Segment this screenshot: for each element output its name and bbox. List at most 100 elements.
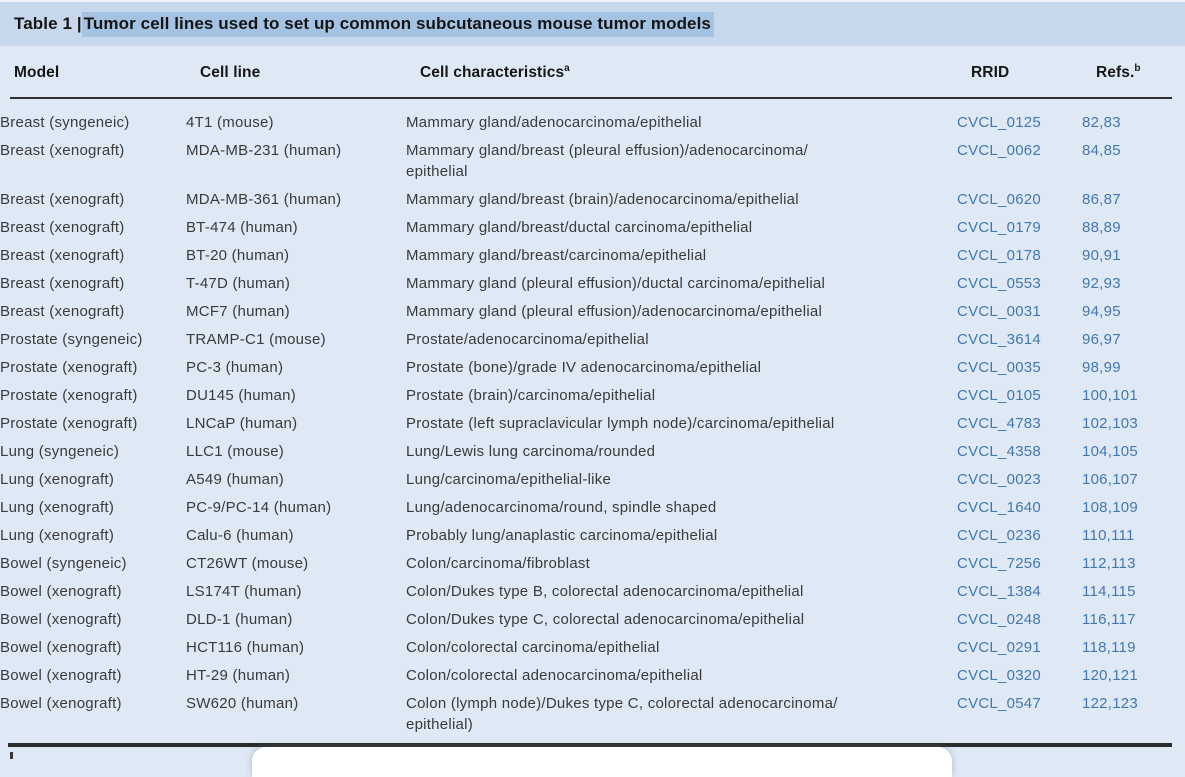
cell-model: Lung (xenograft) [0, 470, 115, 488]
rrid-link[interactable]: CVCL_0547 [957, 694, 1041, 712]
refs-link[interactable]: 112,113 [1082, 554, 1136, 572]
column-header-rrid: RRID [971, 63, 1096, 82]
cell-cell-line: DU145 (human) [186, 386, 296, 404]
cell-cell-line: TRAMP-C1 (mouse) [186, 330, 326, 348]
refs-link[interactable]: 86,87 [1082, 190, 1121, 208]
refs-link[interactable]: 82,83 [1082, 113, 1121, 131]
rrid-link[interactable]: CVCL_7256 [957, 554, 1041, 572]
table-title-selected-text: Tumor cell lines used to set up common s… [81, 11, 714, 37]
rrid-link[interactable]: CVCL_0236 [957, 526, 1041, 544]
cell-model: Bowel (xenograft) [0, 582, 122, 600]
cell-characteristics: Lung/carcinoma/epithelial-like [406, 470, 612, 488]
cell-characteristics: Mammary gland (pleural effusion)/ductal … [406, 274, 826, 292]
column-header-refs-sup: b [1134, 63, 1141, 74]
refs-link[interactable]: 110,111 [1082, 526, 1135, 544]
refs-link[interactable]: 108,109 [1082, 498, 1138, 516]
cell-model: Breast (syngeneic) [0, 113, 130, 131]
column-header-characteristics-label: Cell characteristics [420, 64, 565, 82]
rrid-link[interactable]: CVCL_0179 [957, 218, 1041, 236]
refs-link[interactable]: 114,115 [1082, 582, 1136, 600]
rrid-link[interactable]: CVCL_0035 [957, 358, 1041, 376]
table-row: Lung (xenograft) A549 (human) Lung/carcino… [0, 465, 1185, 493]
rrid-link[interactable]: CVCL_0620 [957, 190, 1041, 208]
refs-link[interactable]: 118,119 [1082, 638, 1136, 656]
cell-model: Breast (xenograft) [0, 190, 125, 208]
cell-cell-line: BT-474 (human) [186, 218, 298, 236]
rrid-link[interactable]: CVCL_4358 [957, 442, 1041, 460]
refs-link[interactable]: 100,101 [1082, 386, 1138, 404]
cell-cell-line: MDA-MB-361 (human) [186, 190, 342, 208]
cell-cell-line: PC-9/PC-14 (human) [186, 498, 332, 516]
refs-link[interactable]: 96,97 [1082, 330, 1121, 348]
cell-characteristics: Mammary gland/adenocarcinoma/epithelial [406, 113, 702, 131]
table-title-prefix: Table 1 | [14, 14, 82, 33]
table-row: Prostate (xenograft) LNCaP (human) Prostat… [0, 409, 1185, 437]
table-row: Bowel (xenograft) DLD-1 (human) Colon/Duke… [0, 605, 1185, 633]
table-row: Breast (xenograft) BT-20 (human) Mammary g… [0, 241, 1185, 269]
rrid-link[interactable]: CVCL_0248 [957, 610, 1041, 628]
rrid-link[interactable]: CVCL_0291 [957, 638, 1041, 656]
rrid-link[interactable]: CVCL_0105 [957, 386, 1041, 404]
table-row: Bowel (syngeneic) CT26WT (mouse) Colon/car… [0, 549, 1185, 577]
cell-cell-line: LNCaP (human) [186, 414, 298, 432]
rrid-link[interactable]: CVCL_0125 [957, 113, 1041, 131]
refs-link[interactable]: 122,123 [1082, 694, 1138, 712]
table-row: Bowel (xenograft) HT-29 (human) Colon/colo… [0, 661, 1185, 689]
cell-cell-line: Calu-6 (human) [186, 526, 294, 544]
rrid-link[interactable]: CVCL_3614 [957, 330, 1041, 348]
table-title: Table 1 | Tumor cell lines used to set u… [0, 0, 1185, 46]
cell-cell-line: CT26WT (mouse) [186, 554, 309, 572]
cell-cell-line: HT-29 (human) [186, 666, 291, 684]
refs-link[interactable]: 84,85 [1082, 141, 1121, 159]
cell-model: Breast (xenograft) [0, 246, 125, 264]
column-header-cell-line-label: Cell line [200, 64, 261, 82]
cell-model: Bowel (xenograft) [0, 610, 122, 628]
rrid-link[interactable]: CVCL_1384 [957, 582, 1041, 600]
cell-characteristics: Colon (lymph node)/Dukes type C, colorec… [406, 694, 838, 733]
column-header-model: Model [14, 63, 200, 82]
cell-cell-line: T-47D (human) [186, 274, 291, 292]
cell-characteristics: Colon/Dukes type B, colorectal adenocarc… [406, 582, 804, 600]
cell-characteristics: Colon/colorectal carcinoma/epithelial [406, 638, 660, 656]
column-header-rrid-label: RRID [971, 64, 1010, 82]
cell-model: Bowel (xenograft) [0, 694, 122, 712]
refs-link[interactable]: 98,99 [1082, 358, 1121, 376]
cell-model: Prostate (syngeneic) [0, 330, 143, 348]
rrid-link[interactable]: CVCL_4783 [957, 414, 1041, 432]
table-row: Lung (xenograft) PC-9/PC-14 (human) Lung/a… [0, 493, 1185, 521]
rrid-link[interactable]: CVCL_0553 [957, 274, 1041, 292]
header-divider-rule [10, 97, 1172, 100]
rrid-link[interactable]: CVCL_0320 [957, 666, 1041, 684]
table-row: Breast (xenograft) MDA-MB-231 (human) Mamm… [0, 136, 1185, 185]
cell-model: Breast (xenograft) [0, 274, 125, 292]
cell-model: Prostate (xenograft) [0, 386, 138, 404]
refs-link[interactable]: 102,103 [1082, 414, 1138, 432]
refs-link[interactable]: 90,91 [1082, 246, 1121, 264]
rrid-link[interactable]: CVCL_0178 [957, 246, 1041, 264]
cell-characteristics: Mammary gland/breast (brain)/adenocarcin… [406, 190, 799, 208]
table-row: Prostate (syngeneic) TRAMP-C1 (mouse) Pros… [0, 325, 1185, 353]
rrid-link[interactable]: CVCL_0023 [957, 470, 1041, 488]
refs-link[interactable]: 120,121 [1082, 666, 1138, 684]
rrid-link[interactable]: CVCL_1640 [957, 498, 1041, 516]
refs-link[interactable]: 116,117 [1082, 610, 1136, 628]
refs-link[interactable]: 92,93 [1082, 274, 1121, 292]
cell-characteristics: Mammary gland/breast/carcinoma/epithelia… [406, 246, 707, 264]
table-row: Prostate (xenograft) PC-3 (human) Prostate… [0, 353, 1185, 381]
cell-characteristics: Mammary gland/breast/ductal carcinoma/ep… [406, 218, 753, 236]
refs-link[interactable]: 88,89 [1082, 218, 1121, 236]
column-header-characteristics: Cell characteristicsa [420, 63, 971, 82]
cell-characteristics: Prostate (bone)/grade IV adenocarcinoma/… [406, 358, 762, 376]
cell-characteristics: Prostate (left supraclavicular lymph nod… [406, 414, 835, 432]
refs-link[interactable]: 94,95 [1082, 302, 1121, 320]
refs-link[interactable]: 106,107 [1082, 470, 1138, 488]
rrid-link[interactable]: CVCL_0031 [957, 302, 1041, 320]
refs-link[interactable]: 104,105 [1082, 442, 1138, 460]
cell-model: Lung (syngeneic) [0, 442, 120, 460]
rrid-link[interactable]: CVCL_0062 [957, 141, 1041, 159]
cell-cell-line: SW620 (human) [186, 694, 299, 712]
table-row: Breast (xenograft) MDA-MB-361 (human) Mamm… [0, 185, 1185, 213]
cell-model: Breast (xenograft) [0, 218, 125, 236]
cell-characteristics: Colon/carcinoma/fibroblast [406, 554, 591, 572]
